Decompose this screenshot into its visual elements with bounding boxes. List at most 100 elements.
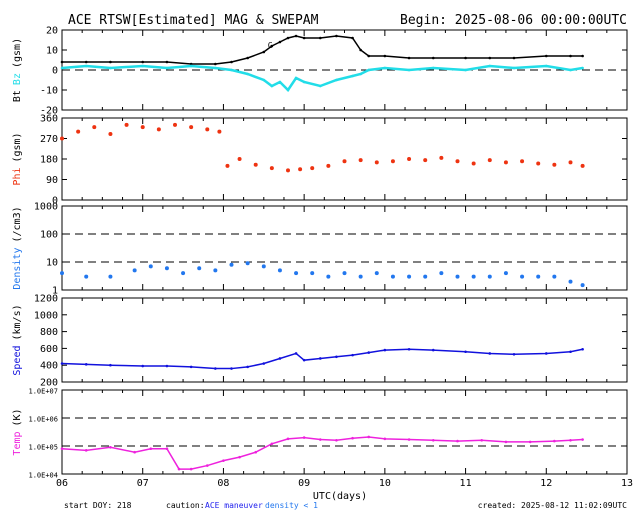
data-point [335, 438, 338, 442]
data-point [374, 160, 379, 165]
data-point [253, 162, 258, 167]
y-axis-label-part: (/cm3) [12, 206, 23, 242]
x-tick-label: 10 [379, 478, 391, 489]
data-point [407, 56, 411, 60]
data-point [487, 158, 492, 163]
data-point [335, 355, 338, 359]
data-point [318, 357, 322, 360]
data-point [335, 34, 338, 38]
data-point [238, 455, 241, 459]
data-point [552, 274, 557, 279]
data-point [544, 64, 548, 68]
y-tick-label: -20 [40, 106, 58, 117]
panel-frame [61, 205, 628, 291]
data-point [407, 438, 411, 441]
data-point [230, 68, 233, 72]
data-point [318, 36, 322, 40]
data-point [60, 271, 64, 276]
data-point [278, 40, 282, 44]
data-point [189, 365, 193, 369]
y-axis-label-part: Bz [12, 73, 23, 85]
y-tick-label: 1.0E+04 [28, 472, 58, 480]
y-tick-label: 1 [52, 286, 58, 297]
data-point [92, 125, 97, 130]
data-point [294, 352, 298, 355]
data-point [407, 68, 411, 72]
data-point [189, 467, 193, 471]
y-axis-label-part: Density [12, 247, 23, 289]
data-point [214, 367, 217, 370]
data-point [246, 56, 249, 60]
data-point [298, 167, 303, 172]
y-axis-label-part: (K) [12, 408, 23, 426]
x-axis-label: UTC(days) [313, 491, 367, 502]
series-bt [60, 34, 584, 66]
y-tick-label: 0 [52, 196, 58, 207]
data-point [383, 66, 387, 70]
data-point [407, 347, 411, 351]
data-point [390, 274, 395, 279]
data-point [568, 160, 573, 165]
panel-density: 1000 100 10 1 Density (/cm3) [12, 202, 628, 297]
data-point [108, 131, 113, 136]
data-point [262, 362, 266, 365]
data-point [132, 268, 137, 273]
data-point [302, 358, 306, 362]
data-point [189, 125, 194, 130]
data-point [471, 161, 476, 166]
x-tick-label: 07 [137, 478, 149, 489]
data-point [141, 64, 145, 68]
caution-density: density < 1 [265, 501, 318, 510]
y-axis-label-part: (km/s) [12, 304, 23, 340]
data-point [213, 268, 218, 273]
data-point [270, 44, 274, 48]
x-tick-label: 13 [621, 478, 633, 489]
panel-phi: 360 270 180 90 0 Phi (gsm) [12, 114, 628, 207]
data-point [286, 88, 290, 92]
data-point [133, 450, 136, 454]
data-point [164, 266, 169, 271]
data-point [302, 36, 306, 40]
x-tick-label: 06 [56, 478, 68, 489]
data-point [326, 163, 331, 168]
series-temp [60, 435, 584, 471]
data-point [310, 271, 315, 276]
data-point [149, 447, 153, 451]
y-axis-label-part: (gsm) [12, 132, 23, 162]
data-point [84, 363, 88, 366]
data-point [294, 76, 298, 80]
data-point [581, 54, 584, 58]
data-point [367, 435, 371, 439]
data-point [269, 166, 274, 171]
data-point [177, 467, 181, 471]
data-point [503, 160, 508, 165]
data-point [464, 68, 467, 72]
data-point [374, 271, 379, 276]
y-axis-label: Bt Bz (gsm) [12, 38, 23, 102]
series-line-speed [61, 348, 583, 370]
data-point [528, 440, 532, 444]
data-point [439, 271, 444, 276]
data-point [520, 159, 525, 164]
begin-time: Begin: 2025-08-06 00:00:00UTC [400, 13, 627, 28]
y-tick-label: 1000 [34, 202, 58, 213]
data-point [214, 62, 217, 66]
data-point [286, 168, 290, 173]
data-point [351, 36, 354, 40]
series-phi [60, 122, 585, 173]
panel-frame [61, 297, 628, 383]
y-tick-label: 1.0E+05 [28, 444, 58, 452]
data-point [181, 271, 186, 276]
data-point [245, 261, 250, 266]
data-point [294, 34, 298, 38]
data-point [351, 353, 354, 357]
data-point [464, 350, 467, 354]
y-tick-label: 100 [40, 230, 58, 241]
data-point [536, 161, 541, 166]
y-tick-label: 270 [40, 134, 58, 145]
y-tick-label: 1.0E+06 [28, 416, 58, 424]
panel-mag: 20 10 0 -10 -20 Bt Bz (gsm) [12, 26, 628, 117]
data-point [230, 367, 233, 370]
data-point [383, 348, 387, 352]
data-point [277, 268, 282, 273]
